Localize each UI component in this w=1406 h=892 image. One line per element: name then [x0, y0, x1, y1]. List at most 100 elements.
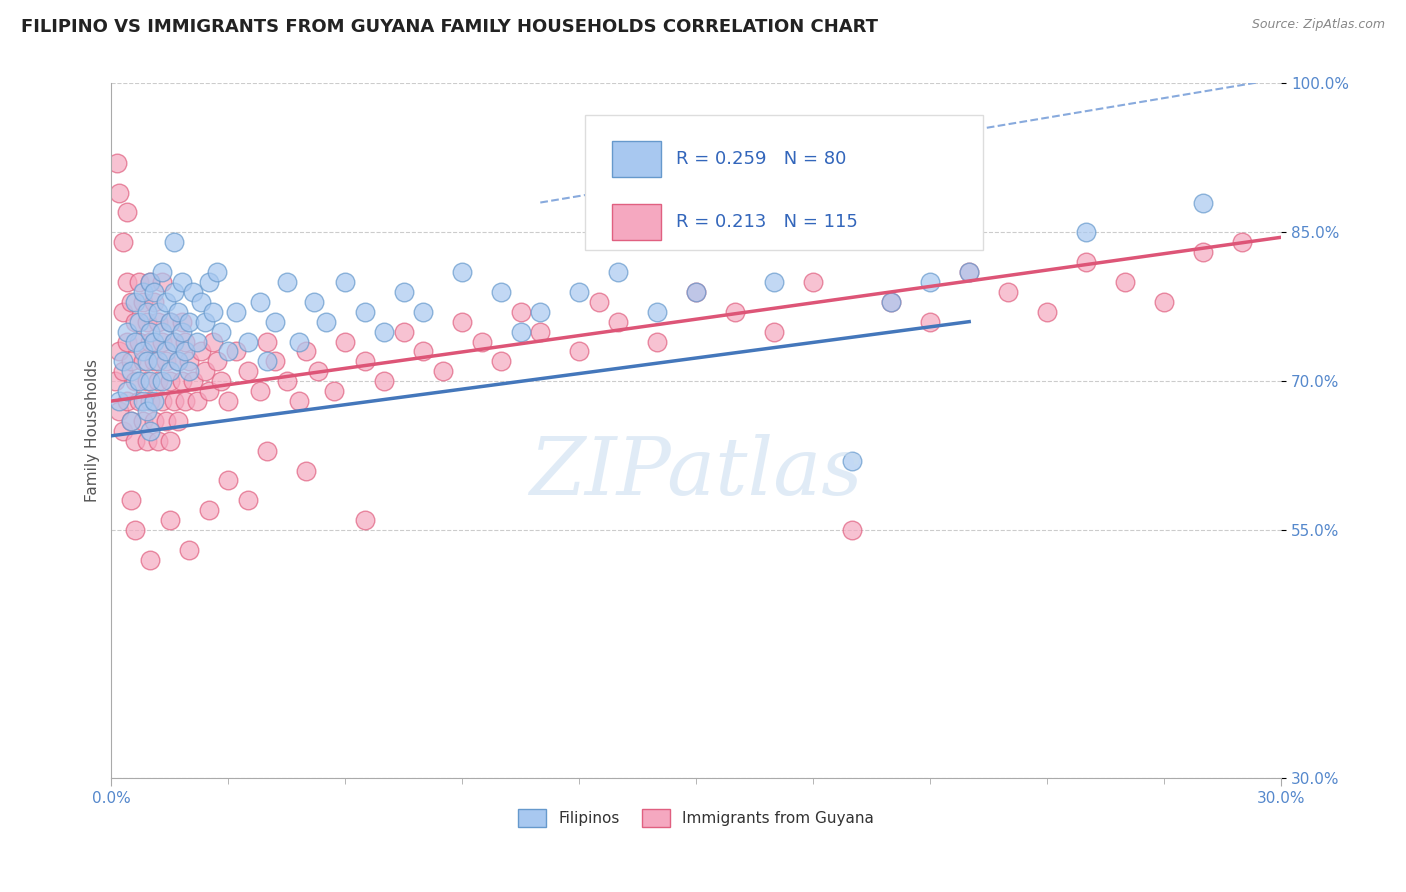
Point [135, 354, 157, 368]
Point [150, 275, 173, 289]
Point [124, 334, 146, 349]
Point [236, 334, 259, 349]
Point [451, 315, 474, 329]
Point [115, 394, 138, 409]
Point [120, 364, 142, 378]
Text: R = 0.259   N = 80: R = 0.259 N = 80 [676, 150, 846, 169]
Point [509, 304, 531, 318]
Point [131, 294, 153, 309]
Point [131, 344, 153, 359]
Point [128, 334, 150, 349]
Point [335, 334, 357, 349]
Point [135, 434, 157, 448]
Point [529, 325, 551, 339]
Point [155, 294, 177, 309]
Point [491, 285, 513, 299]
Point [155, 344, 177, 359]
Point [143, 334, 166, 349]
Point [392, 285, 415, 299]
Point [112, 354, 135, 368]
Point [143, 285, 166, 299]
Point [201, 334, 224, 349]
Point [1114, 275, 1136, 289]
Point [115, 325, 138, 339]
Point [353, 304, 375, 318]
Point [131, 354, 153, 368]
Point [143, 414, 166, 428]
Point [131, 285, 153, 299]
Point [150, 265, 173, 279]
Point [159, 315, 181, 329]
Point [685, 285, 707, 299]
Point [322, 384, 344, 398]
Point [509, 325, 531, 339]
Point [335, 275, 357, 289]
Point [353, 513, 375, 527]
Text: ZIPatlas: ZIPatlas [530, 434, 863, 511]
Point [163, 235, 186, 250]
Point [120, 294, 142, 309]
Point [108, 404, 131, 418]
Point [124, 315, 146, 329]
Point [170, 374, 193, 388]
Point [607, 315, 630, 329]
Point [249, 384, 271, 398]
Point [131, 414, 153, 428]
Point [198, 275, 221, 289]
Point [529, 304, 551, 318]
Point [568, 344, 591, 359]
Point [353, 354, 375, 368]
Point [412, 304, 434, 318]
Point [163, 285, 186, 299]
Point [139, 374, 162, 388]
Point [186, 334, 208, 349]
Text: Source: ZipAtlas.com: Source: ZipAtlas.com [1251, 18, 1385, 31]
Point [801, 275, 824, 289]
Point [249, 294, 271, 309]
Y-axis label: Family Households: Family Households [86, 359, 100, 502]
Point [217, 394, 239, 409]
Point [607, 265, 630, 279]
Point [148, 374, 170, 388]
Point [124, 434, 146, 448]
Point [174, 344, 197, 359]
Point [179, 354, 201, 368]
Point [108, 344, 131, 359]
Point [276, 374, 298, 388]
FancyBboxPatch shape [585, 115, 983, 250]
Point [163, 334, 186, 349]
Point [1192, 245, 1215, 260]
Point [287, 394, 309, 409]
Point [373, 325, 395, 339]
Point [174, 334, 197, 349]
Point [108, 394, 131, 409]
Point [170, 325, 193, 339]
Point [236, 493, 259, 508]
Point [139, 275, 162, 289]
Point [217, 474, 239, 488]
Point [166, 414, 188, 428]
Point [155, 354, 177, 368]
Point [217, 344, 239, 359]
FancyBboxPatch shape [612, 141, 661, 178]
Point [170, 315, 193, 329]
Point [276, 275, 298, 289]
Point [181, 285, 204, 299]
Point [315, 315, 337, 329]
Point [135, 304, 157, 318]
Point [139, 424, 162, 438]
Point [124, 294, 146, 309]
Point [1230, 235, 1253, 250]
Point [198, 503, 221, 517]
Point [139, 394, 162, 409]
Point [105, 156, 128, 170]
Point [128, 275, 150, 289]
Point [148, 434, 170, 448]
Point [763, 325, 786, 339]
Point [194, 364, 217, 378]
Point [256, 443, 278, 458]
Point [295, 344, 318, 359]
Point [163, 334, 186, 349]
Point [179, 364, 201, 378]
FancyBboxPatch shape [612, 203, 661, 240]
